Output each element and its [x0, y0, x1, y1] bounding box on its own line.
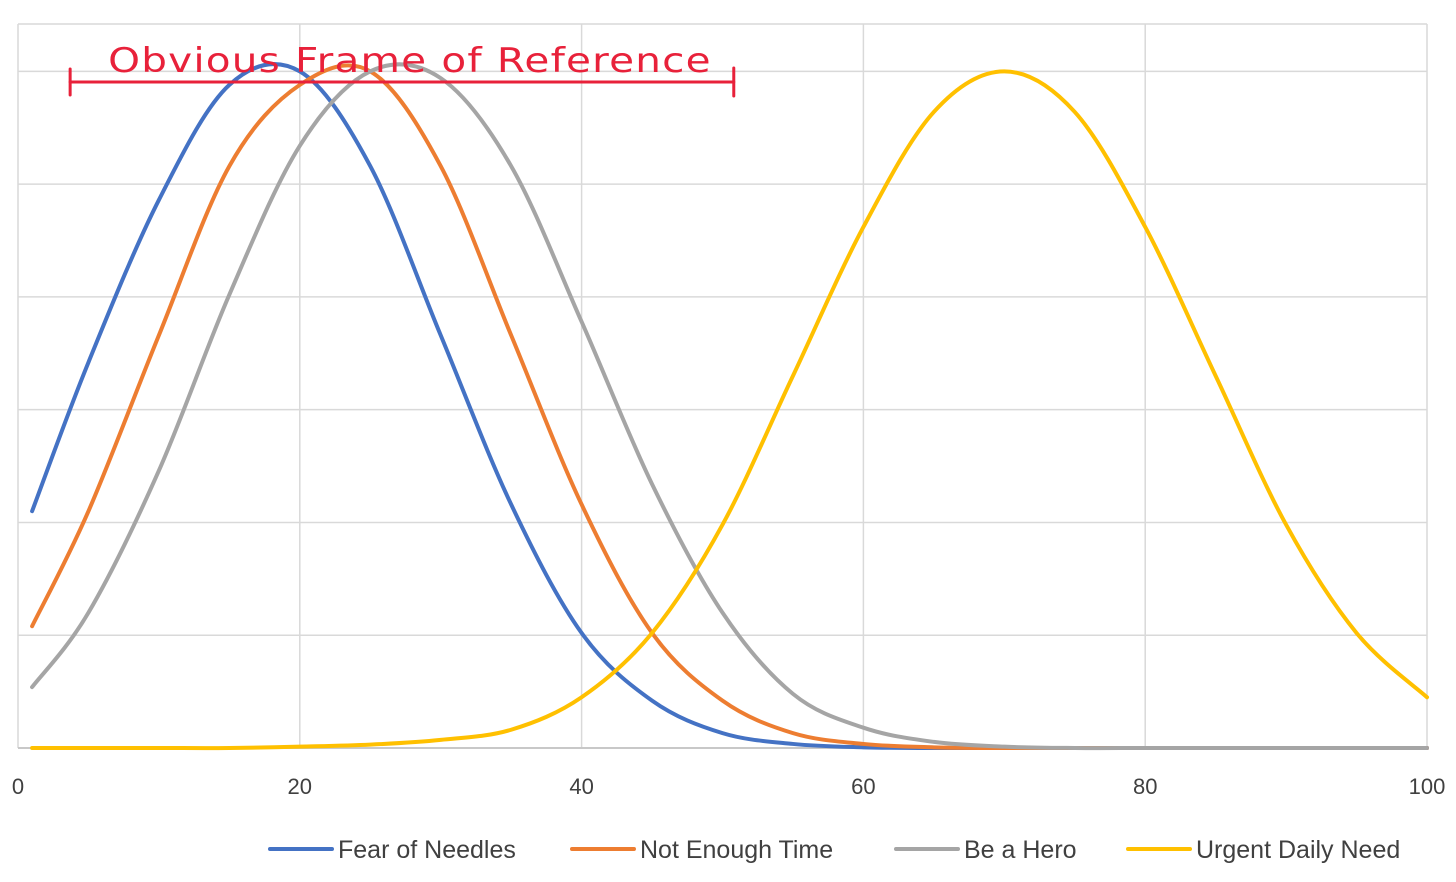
grid: [17, 23, 1428, 749]
series-line-urgent-daily-need: [30, 69, 1429, 751]
x-tick-label: 60: [851, 774, 875, 799]
x-axis-ticks: 0 20 40 60 80 100: [12, 774, 1445, 799]
x-tick-label: 40: [569, 774, 593, 799]
series-line-fear-of-needles: [30, 62, 1429, 751]
legend-label: Not Enough Time: [640, 836, 833, 864]
x-tick-label: 0: [12, 774, 24, 799]
x-tick-label: 80: [1133, 774, 1157, 799]
series-line-not-enough-time: [30, 63, 1429, 751]
annotation-text: Obvious Frame of Reference: [108, 41, 712, 81]
x-tick-label: 100: [1409, 774, 1446, 799]
legend-item-urgent-daily-need: Urgent Daily Need: [1126, 836, 1400, 864]
legend-label: Urgent Daily Need: [1196, 836, 1400, 864]
series-line-be-a-hero: [30, 62, 1429, 751]
legend-label: Be a Hero: [964, 836, 1077, 864]
legend-item-be-a-hero: Be a Hero: [894, 836, 1077, 864]
frame-of-reference-annotation: Obvious Frame of Reference: [68, 41, 736, 98]
legend-label: Fear of Needles: [338, 836, 516, 864]
x-tick-label: 20: [288, 774, 312, 799]
legend-item-not-enough-time: Not Enough Time: [570, 836, 833, 864]
legend-item-fear-of-needles: Fear of Needles: [268, 836, 516, 864]
legend: Fear of Needles Not Enough Time Be a Hero U…: [268, 836, 1400, 864]
series-lines: [30, 62, 1429, 751]
